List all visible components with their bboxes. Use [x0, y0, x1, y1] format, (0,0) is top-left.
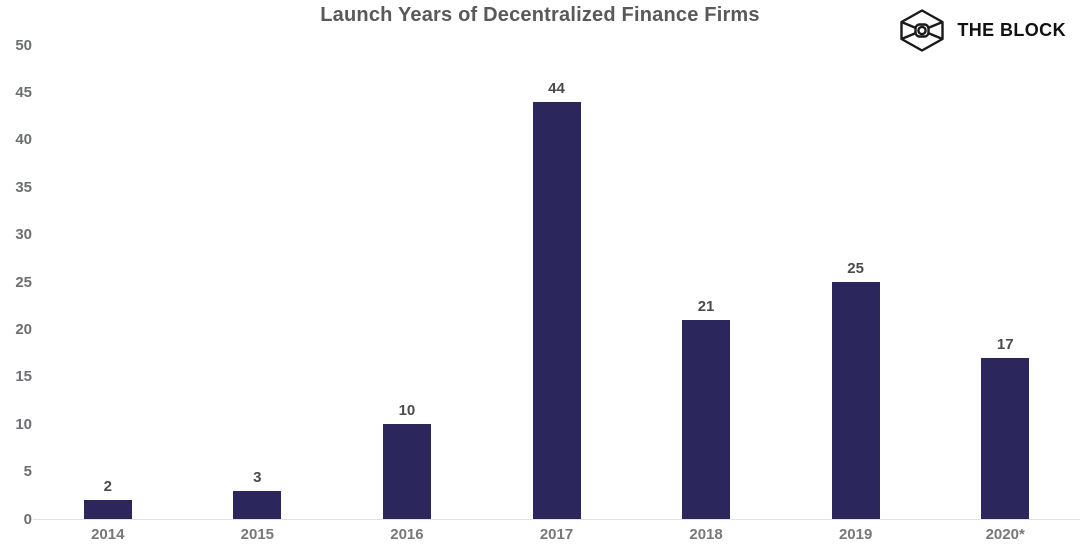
y-axis-tick-50: 50 — [15, 36, 32, 54]
value-label-2017: 44 — [548, 79, 565, 97]
y-axis-tick-20: 20 — [15, 320, 32, 338]
y-axis-tick-35: 35 — [15, 178, 32, 196]
chart-title: Launch Years of Decentralized Finance Fi… — [320, 4, 760, 26]
y-axis-tick-15: 15 — [15, 368, 32, 386]
y-axis-tick-30: 30 — [15, 226, 32, 244]
y-axis-tick-10: 10 — [15, 415, 32, 433]
y-axis-tick-45: 45 — [15, 83, 32, 101]
y-axis-tick-5: 5 — [23, 463, 32, 481]
bar-2015 — [233, 490, 282, 519]
block-cube-icon — [898, 8, 946, 53]
value-label-2014: 2 — [103, 478, 112, 496]
bar-2014 — [83, 500, 132, 519]
value-label-2016: 10 — [398, 402, 416, 420]
x-axis-tick-2020: 2020* — [985, 526, 1025, 543]
x-axis-tick-2015: 2015 — [240, 526, 275, 543]
x-axis-tick-2018: 2018 — [689, 526, 723, 543]
logo-text: THE BLOCK — [957, 20, 1066, 40]
the-block-logo: THE BLOCK — [898, 8, 1066, 53]
value-label-2020: 17 — [996, 335, 1014, 353]
x-axis-tick-2017: 2017 — [539, 526, 574, 543]
bar-2019 — [831, 282, 880, 519]
x-axis-line — [33, 519, 1080, 520]
bar-2016 — [382, 424, 431, 519]
value-label-2019: 25 — [847, 260, 864, 277]
y-axis-tick-25: 25 — [15, 273, 32, 291]
bar-2020 — [981, 357, 1030, 519]
x-axis-tick-2014: 2014 — [91, 526, 125, 543]
x-axis-tick-2016: 2016 — [390, 526, 424, 543]
y-axis-tick-0: 0 — [23, 510, 32, 528]
x-axis-tick-2019: 2019 — [838, 526, 873, 543]
value-label-2015: 3 — [253, 468, 262, 486]
value-label-2018: 21 — [697, 297, 715, 315]
y-axis-tick-40: 40 — [15, 131, 32, 149]
bar-2018 — [682, 319, 731, 519]
bar-2017 — [532, 101, 581, 519]
